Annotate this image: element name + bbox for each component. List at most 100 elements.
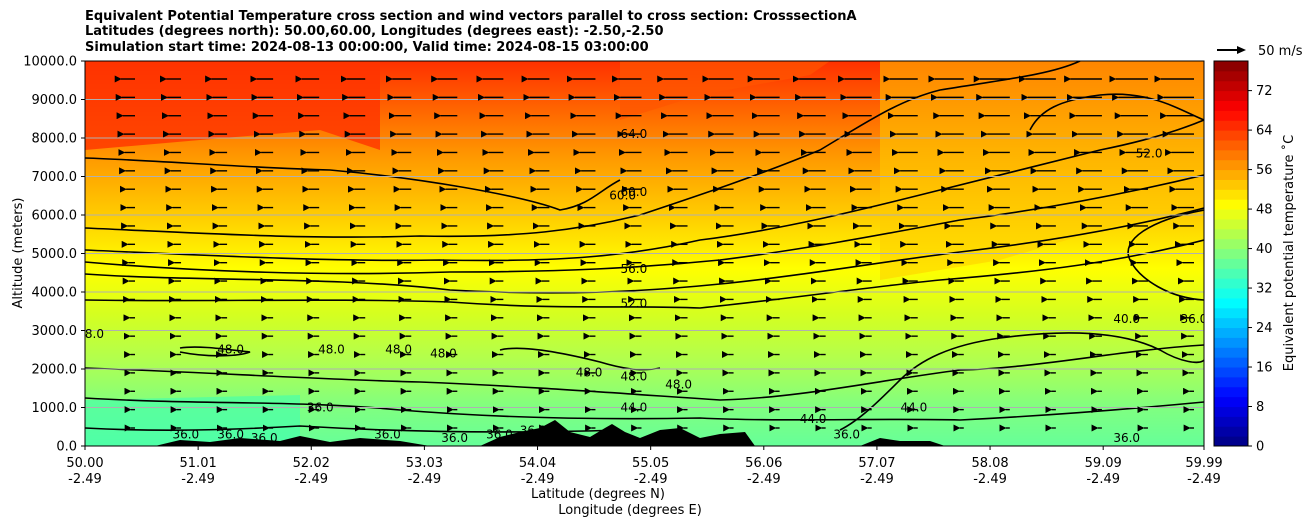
isoline xyxy=(85,207,1204,294)
contour-labels: 64.0 60.060.0 56.0 52.0 48.0 48.0 48.0 48.0 48.0… xyxy=(85,127,1208,445)
colorbar-band xyxy=(1214,297,1248,309)
isoline xyxy=(85,397,1204,421)
colorbar-band xyxy=(1214,317,1248,329)
x-tick-label-lon: -2.49 xyxy=(747,472,781,487)
colorbar-tick-label: 56 xyxy=(1256,163,1273,178)
contour-label: 36.0 xyxy=(520,423,547,437)
x-axis-label-longitude: Longitude (degrees E) xyxy=(558,503,702,518)
x-tick-label-lat: 58.08 xyxy=(971,456,1008,471)
colorbar-band xyxy=(1214,70,1248,82)
y-tick-label: 7000.0 xyxy=(32,170,78,185)
contour-label: 36.0 xyxy=(441,431,468,445)
x-tick-label-lon: -2.49 xyxy=(408,472,442,487)
colorbar-band xyxy=(1214,218,1248,230)
contour-label: 36.0 xyxy=(217,427,244,441)
x-tick-label-lat: 53.03 xyxy=(406,456,443,471)
x-tick-label-lat: 59.09 xyxy=(1085,456,1122,471)
contour-label: 48.0 xyxy=(385,343,412,357)
colorbar-frame xyxy=(1213,60,1249,447)
contour-label: 60.0 xyxy=(609,189,636,203)
colorbar-band xyxy=(1214,238,1248,250)
x-tick-label-lon: -2.49 xyxy=(181,472,215,487)
contour-label: 48.0 xyxy=(217,343,244,357)
colorbar-tick-label: 72 xyxy=(1256,84,1273,99)
y-tick-label: 1000.0 xyxy=(32,401,78,416)
x-tick-label-lat: 52.02 xyxy=(293,456,330,471)
contour-label: 44.0 xyxy=(901,400,928,414)
horizontal-gridlines xyxy=(85,99,1204,408)
colorbar-tick-label: 64 xyxy=(1256,124,1273,139)
quiver-key-arrow-icon xyxy=(1237,46,1246,54)
contour-lines xyxy=(85,61,1204,433)
x-tick-label-lon: -2.49 xyxy=(1187,472,1221,487)
x-tick-label-lat: 50.00 xyxy=(66,456,103,471)
colorbar-band xyxy=(1214,416,1248,427)
colorbar-tick-label: 16 xyxy=(1256,361,1273,376)
colorbar-band xyxy=(1214,307,1248,319)
contour-label: 36.0 xyxy=(486,427,513,441)
x-tick-label-lon: -2.49 xyxy=(634,472,668,487)
colorbar-band xyxy=(1214,347,1248,358)
y-tick-label: 10000.0 xyxy=(23,55,77,70)
contour-label: 48.0 xyxy=(665,377,692,391)
colorbar-band xyxy=(1214,189,1248,200)
quiver-key: 50 m/s xyxy=(1217,44,1303,59)
chart-title-line-2: Latitudes (degrees north): 50.00,60.00, … xyxy=(85,24,664,39)
quiver-key-label: 50 m/s xyxy=(1258,44,1303,59)
contour-label: 36.0 xyxy=(251,431,278,445)
colorbar-tick-label: 0 xyxy=(1256,440,1264,455)
isoline xyxy=(179,346,251,357)
y-axis: 0.0 1000.0 2000.0 3000.0 4000.0 5000.0 6000.0 7… xyxy=(23,55,85,455)
contour-label: 36.0 xyxy=(307,400,334,414)
colorbar-band xyxy=(1214,386,1248,398)
x-tick-label-lon: -2.49 xyxy=(860,472,894,487)
colorbar-band xyxy=(1214,179,1248,190)
colorbar-tick-label: 8 xyxy=(1256,400,1264,415)
contour-label: 36.0 xyxy=(172,427,199,441)
y-tick-label: 8000.0 xyxy=(32,132,78,147)
x-tick-label-lat: 51.01 xyxy=(180,456,217,471)
contour-label: 36.0 xyxy=(1181,312,1208,326)
contour-label: 44.0 xyxy=(620,400,647,414)
colorbar-band xyxy=(1214,327,1248,338)
contour-label: 48.0 xyxy=(576,366,603,380)
chart-title-line-1: Equivalent Potential Temperature cross s… xyxy=(85,9,857,24)
contour-label: 64.0 xyxy=(620,127,647,141)
colorbar-band xyxy=(1214,278,1248,289)
y-tick-label: 2000.0 xyxy=(32,363,78,378)
x-tick-label-lon: -2.49 xyxy=(1086,472,1120,487)
y-tick-label: 5000.0 xyxy=(32,247,78,262)
colorbar-band xyxy=(1214,248,1248,259)
colorbar-band xyxy=(1214,258,1248,269)
colorbar-band xyxy=(1214,100,1248,111)
colorbar-band xyxy=(1214,406,1248,417)
wind-vectors xyxy=(114,75,1194,432)
contour-label: 56.0 xyxy=(620,262,647,276)
y-axis-label: Altitude (meters) xyxy=(11,198,26,309)
contour-label: 40.0 xyxy=(1113,312,1140,326)
isoline xyxy=(85,174,1204,275)
colorbar-band xyxy=(1214,199,1248,210)
isoline xyxy=(85,239,1204,309)
x-tick-label-lat: 56.06 xyxy=(745,456,782,471)
colorbar-band xyxy=(1214,61,1248,72)
colorbar-tick-label: 40 xyxy=(1256,242,1273,257)
chart-title-line-3: Simulation start time: 2024-08-13 00:00:… xyxy=(85,40,649,55)
y-tick-label: 0.0 xyxy=(56,440,77,455)
x-tick-label-lon: -2.49 xyxy=(68,472,102,487)
colorbar-band xyxy=(1214,436,1248,447)
isoline xyxy=(85,119,1204,262)
colorbar-tick-label: 48 xyxy=(1256,203,1273,218)
colorbar-band xyxy=(1214,228,1248,240)
colorbar-band xyxy=(1214,90,1248,101)
colorbar-band xyxy=(1214,396,1248,408)
x-tick-label-lon: -2.49 xyxy=(294,472,328,487)
contour-label: 48.0 xyxy=(620,370,647,384)
x-tick-label-lon: -2.49 xyxy=(973,472,1007,487)
isoline xyxy=(1127,209,1204,301)
y-tick-label: 4000.0 xyxy=(32,286,78,301)
contour-label: 48.0 xyxy=(430,346,457,360)
x-tick-label-lat: 55.05 xyxy=(632,456,669,471)
y-tick-label: 6000.0 xyxy=(32,209,78,224)
